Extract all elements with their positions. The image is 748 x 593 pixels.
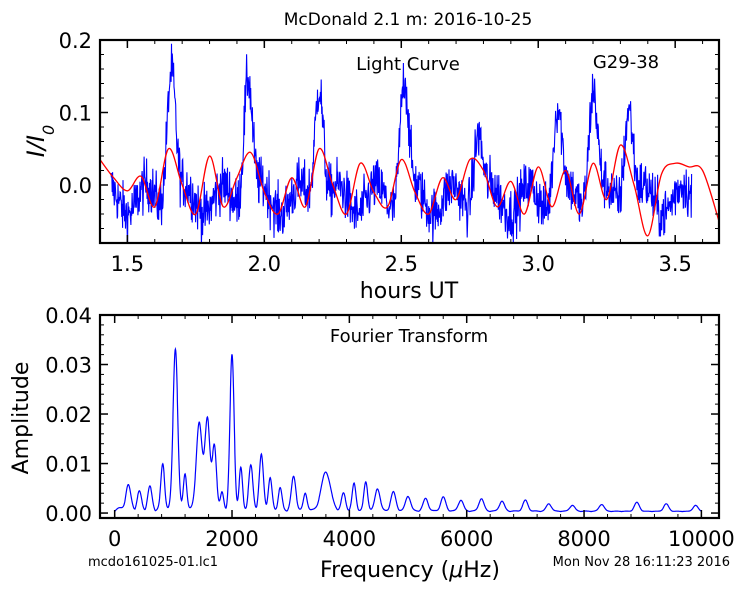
fourier-y-axis-label: Amplitude	[9, 362, 34, 475]
x-tick-label: 1.5	[111, 252, 144, 276]
fourier-title: Fourier Transform	[330, 326, 488, 347]
x-tick-label: 3.0	[522, 252, 555, 276]
fourier-series	[114, 346, 702, 513]
x-tick-label: 2.0	[248, 252, 281, 276]
model-fit-series	[100, 144, 719, 237]
fourier-axes	[98, 313, 721, 520]
x-tick-label: 6000	[440, 527, 493, 551]
light-curve-y-axis-label: I/I0	[22, 125, 58, 157]
x-tick-label: 2000	[205, 527, 258, 551]
x-tick-label: 2.5	[385, 252, 418, 276]
footer-filename: mcdo161025-01.lc1	[88, 555, 218, 570]
y-tick-label: 0.04	[45, 304, 92, 328]
x-tick-label: 4000	[323, 527, 376, 551]
y-tick-label: 0.2	[59, 29, 92, 53]
y-tick-label: 0.03	[45, 354, 92, 378]
y-tick-label: 0.02	[45, 403, 92, 427]
light-curve-panel: 1.5 2.0 2.5 3.0 3.5 0.0 0.1 0.2 Light Curve G29…	[22, 29, 721, 304]
y-tick-label: 0.0	[59, 174, 92, 198]
y-tick-label: 0.00	[45, 502, 92, 526]
x-tick-label: 8000	[557, 527, 610, 551]
x-tick-label: 0	[108, 527, 121, 551]
fourier-x-axis-label: Frequency (μHz)	[320, 558, 500, 583]
figure-title: McDonald 2.1 m: 2016-10-25	[284, 10, 533, 30]
light-curve-x-axis-label: hours UT	[360, 279, 459, 304]
x-tick-label: 3.5	[658, 252, 691, 276]
star-label: G29-38	[593, 52, 659, 73]
light-curve-series	[110, 43, 693, 243]
x-tick-label: 10000	[668, 527, 735, 551]
light-curve-title: Light Curve	[356, 54, 460, 75]
y-tick-label: 0.1	[59, 102, 92, 126]
footer-timestamp: Mon Nov 28 16:11:23 2016	[553, 555, 730, 570]
y-tick-label: 0.01	[45, 453, 92, 477]
fourier-panel: 0 2000 4000 6000 8000 10000 0.00 0.01 0.02 0.03 0.…	[9, 304, 735, 583]
